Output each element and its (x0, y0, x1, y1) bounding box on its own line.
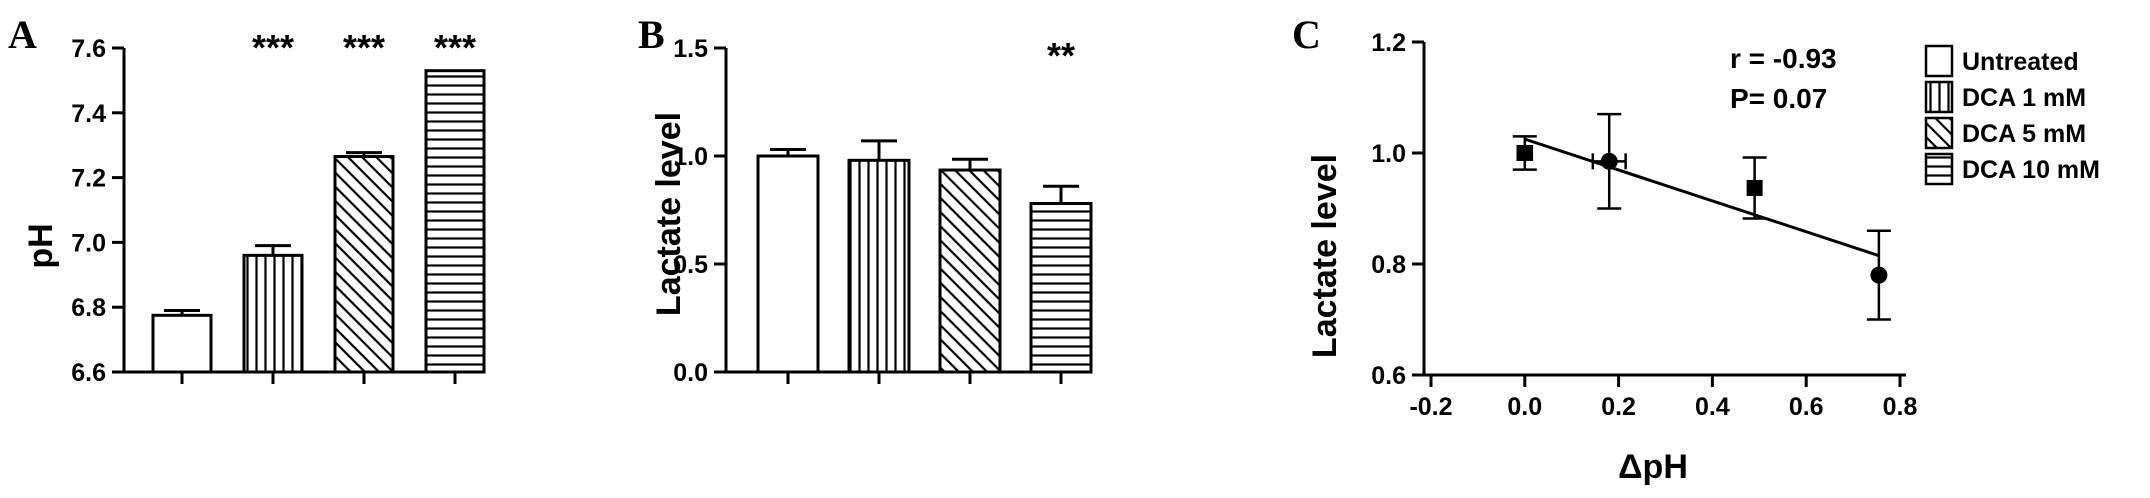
panel-c-stat-r: r = -0.93 (1730, 43, 1837, 74)
panel-c-y-tick-label: 1.2 (1371, 29, 1406, 57)
panel-c-x-tick-label: -0.2 (1409, 393, 1452, 421)
panel-c-y-tick-label: 0.6 (1371, 362, 1406, 390)
panel-a-y-tick-label: 7.4 (71, 100, 106, 128)
panel-c-data-point (1600, 152, 1618, 170)
legend-swatch (1924, 44, 1954, 78)
panel-a-chart: A pH 6.6 6.8 7.0 7.2 7.4 7.6 *** *** *** (8, 12, 486, 387)
panel-c-data-point (1870, 266, 1888, 284)
legend-swatch (1924, 116, 1954, 150)
panel-c-stat-p: P= 0.07 (1730, 83, 1827, 114)
panel-c-y-tick-label: 0.8 (1371, 251, 1406, 279)
panel-c-y-axis-label: Lactate level (1306, 154, 1344, 358)
panel-b-y-tick-label: 0.5 (673, 251, 708, 279)
panel-a-significance-label: *** (434, 27, 476, 68)
legend-swatch (1924, 80, 1954, 114)
panel-a-letter: A (8, 12, 37, 57)
panel-c-x-tick-label: 0.4 (1695, 393, 1730, 421)
panel-c-letter: C (1292, 12, 1321, 57)
panel-a-y-axis-label: pH (22, 223, 60, 268)
panel-c-x-tick-label: 0.0 (1507, 393, 1542, 421)
legend-label: DCA 5 mM (1962, 120, 2086, 148)
panel-b-bar (938, 168, 1002, 374)
legend-label: Untreated (1962, 48, 2079, 76)
panel-c-x-tick-label: 0.8 (1883, 393, 1918, 421)
panel-c-chart: C Lactate level ΔpH 0.6 0.8 1.0 1.2 -0.2 0.0… (1292, 12, 1917, 486)
panel-b-y-tick-label: 1.0 (673, 143, 708, 171)
legend-label: DCA 10 mM (1962, 156, 2100, 184)
panel-b-y-tick-label: 0.0 (673, 359, 708, 387)
panel-b-bar (1029, 202, 1093, 374)
panel-c-x-axis-label: ΔpH (1618, 448, 1688, 486)
panel-b-y-axis-label: Lactate level (650, 112, 688, 316)
panel-a-bar (242, 253, 304, 374)
panel-b-chart: B Lactate level 0.0 0.5 1.0 1.5 ** (638, 12, 1093, 387)
panel-c-fit-line (1524, 137, 1880, 258)
panel-b-bar (847, 158, 911, 374)
panel-c-x-tick-label: 0.6 (1789, 393, 1824, 421)
panel-b-y-tick-label: 1.5 (673, 35, 708, 63)
panel-c-x-tick-label: 0.2 (1601, 393, 1636, 421)
panel-a-significance-label: *** (252, 27, 294, 68)
panel-a-bar (333, 155, 395, 374)
panel-c-y-tick-label: 1.0 (1371, 140, 1406, 168)
panel-b-bar (756, 154, 820, 374)
panel-a-significance-label: *** (343, 27, 385, 68)
legend-swatch (1924, 152, 1954, 186)
panel-c-data-point (1516, 145, 1533, 161)
panel-a-y-tick-label: 7.0 (71, 229, 106, 257)
panel-a-y-tick-label: 7.6 (71, 35, 106, 63)
legend: Untreated DCA 1 mM DCA 5 mM DCA 10 mM (1924, 44, 2100, 186)
panel-c-data-point (1746, 179, 1763, 196)
panel-a-y-tick-label: 7.2 (71, 165, 106, 193)
panel-a-bar (424, 69, 486, 374)
panel-a-y-tick-label: 6.6 (71, 359, 106, 387)
panel-b-letter: B (638, 12, 665, 57)
legend-label: DCA 1 mM (1962, 84, 2086, 112)
panel-a-bar (151, 313, 213, 374)
panel-b-significance-label: ** (1047, 35, 1075, 76)
panel-a-y-tick-label: 6.8 (71, 294, 106, 322)
